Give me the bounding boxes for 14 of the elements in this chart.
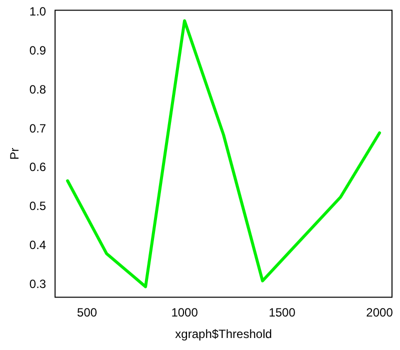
x-tick-label: 1500 [268, 306, 296, 320]
y-tick-label: 0.9 [29, 43, 46, 58]
x-tick-label: 500 [77, 306, 98, 320]
y-tick-label: 0.6 [29, 160, 46, 174]
y-tick-label: 0.4 [29, 238, 46, 252]
y-tick-label: 0.7 [29, 121, 46, 136]
y-tick-label: 0.5 [29, 199, 46, 214]
x-tick-label: 1000 [171, 306, 198, 320]
y-tick-label: 0.3 [29, 277, 46, 292]
x-tick-label: 2000 [366, 306, 394, 320]
y-axis-title: Pr [8, 148, 22, 160]
x-axis-title: xgraph$Threshold [175, 327, 272, 342]
y-tick-label: 1.0 [29, 4, 46, 18]
y-tick-label: 0.8 [29, 82, 46, 96]
